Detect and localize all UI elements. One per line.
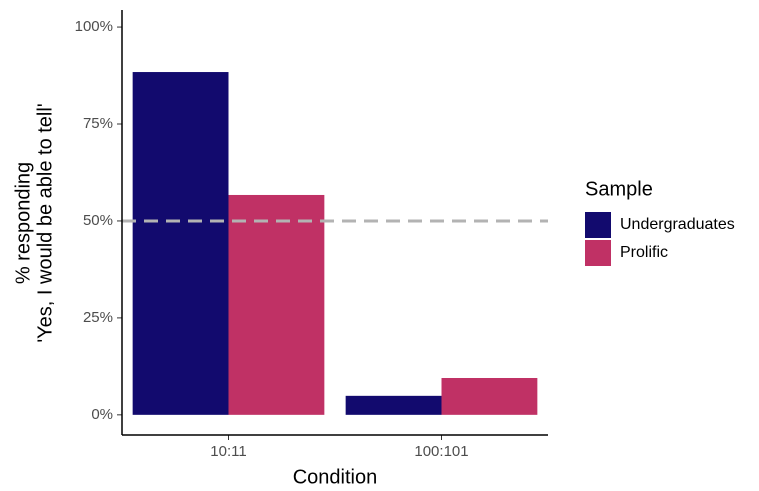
y-tick-label: 50%	[83, 212, 113, 229]
y-axis-title: 'Yes, I would be able to tell'	[34, 103, 56, 342]
x-axis-title: Condition	[293, 466, 378, 488]
y-axis-title: % responding	[12, 162, 34, 284]
x-tick-label: 10:11	[210, 443, 246, 460]
bar	[441, 377, 538, 415]
legend-label: Undergraduates	[620, 216, 735, 233]
x-tick-label: 100:101	[414, 443, 468, 460]
y-tick-label: 75%	[83, 115, 113, 132]
bar	[228, 194, 325, 415]
bar	[132, 72, 229, 415]
legend-swatch	[585, 212, 611, 238]
y-tick-label: 0%	[91, 406, 113, 423]
legend-swatch	[585, 240, 611, 266]
y-tick-label: 25%	[83, 309, 113, 326]
bar	[345, 395, 442, 415]
y-tick-label: 100%	[75, 18, 113, 35]
legend-title: Sample	[585, 178, 653, 200]
legend-label: Prolific	[620, 244, 668, 261]
